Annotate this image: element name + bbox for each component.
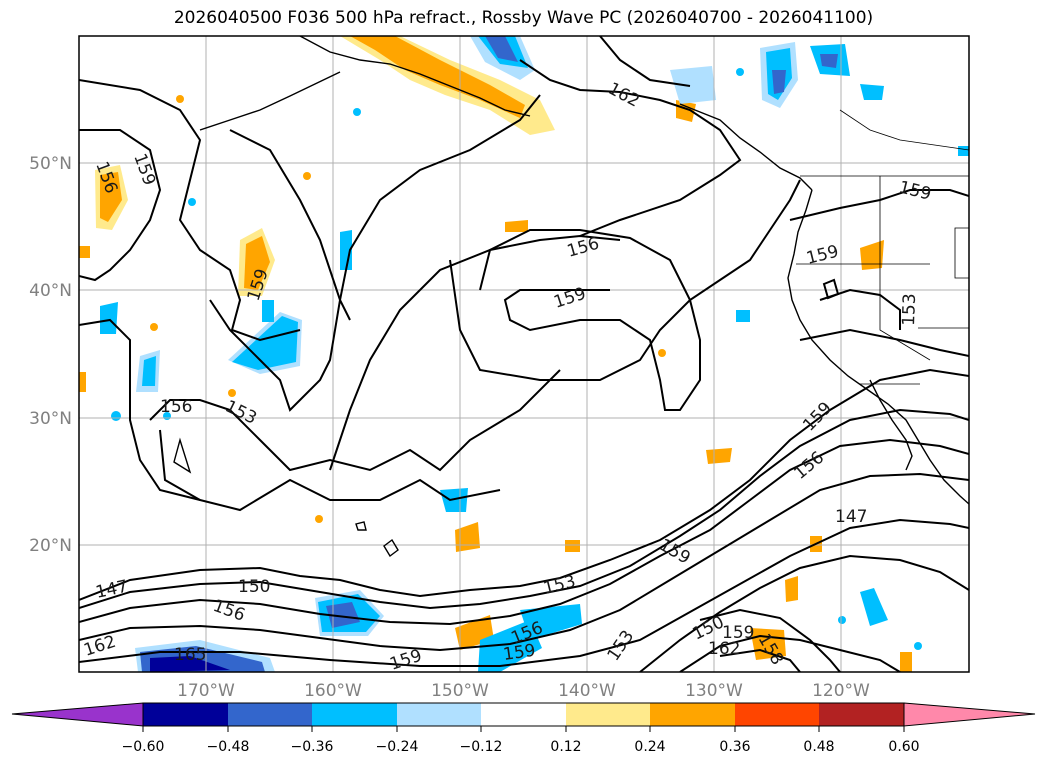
colorbar-tick-label: 0.48 (803, 739, 834, 755)
contours (79, 36, 969, 672)
contour-label: 159 (129, 151, 159, 188)
contour-labels: 159 156 162 159 156 159 159 159 153 156 … (81, 79, 933, 675)
contour-label: 159 (804, 242, 840, 269)
contour-label: 153 (541, 572, 577, 599)
contour-label: 162 (81, 632, 118, 661)
lon-label: 130°W (685, 681, 743, 701)
negative-shading (100, 36, 969, 672)
colorbar-segment (650, 703, 735, 726)
colorbar-segment (312, 703, 397, 726)
contour-label: 150 (238, 577, 270, 597)
lat-label: 50°N (29, 154, 72, 174)
colorbar-extend-high (903, 702, 1036, 727)
lat-label: 20°N (29, 536, 72, 556)
colorbar: −0.60 −0.48 −0.36 −0.24 −0.12 0.12 0.24 … (11, 702, 1036, 755)
lat-label: 30°N (29, 409, 72, 429)
contour-label: 156 (210, 596, 247, 626)
colorbar-tick-label: −0.24 (376, 739, 419, 755)
borders (796, 109, 969, 385)
chart-title: 2026040500 F036 500 hPa refract., Rossby… (173, 8, 874, 28)
contour-label: 159 (551, 284, 588, 313)
contour-label: 153 (222, 397, 260, 429)
colorbar-tick-label: 0.24 (634, 739, 665, 755)
longitude-labels: 170°W 160°W 150°W 140°W 130°W 120°W (177, 681, 870, 701)
colorbar-tick-label: −0.36 (291, 739, 334, 755)
gridlines (79, 36, 969, 672)
colorbar-segment (566, 703, 650, 726)
colorbar-segment (143, 703, 228, 726)
contour-label: 156 (790, 448, 828, 484)
colorbar-ticks: −0.60 −0.48 −0.36 −0.24 −0.12 0.12 0.24 … (122, 739, 920, 755)
contour-label: 159 (387, 646, 424, 675)
colorbar-tick-label: −0.48 (207, 739, 250, 755)
positive-shading (79, 36, 912, 672)
contour-label: 147 (94, 577, 130, 603)
lon-label: 170°W (177, 681, 235, 701)
contour-label: 159 (502, 641, 537, 665)
lon-label: 160°W (304, 681, 362, 701)
contour-label: 147 (835, 507, 867, 527)
contour-label: 156 (160, 397, 192, 417)
contour-label: 153 (899, 293, 920, 326)
contour-label: 162 (708, 639, 740, 659)
map-plot-area: 159 156 162 159 156 159 159 159 153 156 … (79, 36, 969, 675)
latitude-labels: 50°N 40°N 30°N 20°N (29, 154, 72, 556)
contour-label: 153 (604, 627, 639, 665)
lat-label: 40°N (29, 281, 72, 301)
colorbar-segment (819, 703, 904, 726)
contour-label: 159 (897, 177, 933, 204)
plot-frame (78, 35, 970, 673)
colorbar-tick-marks (142, 726, 905, 732)
colorbar-segment (481, 703, 566, 726)
contour-label: 159 (722, 623, 754, 643)
lon-label: 140°W (558, 681, 616, 701)
lon-label: 120°W (812, 681, 870, 701)
colorbar-tick-label: 0.36 (719, 739, 750, 755)
lon-label: 150°W (431, 681, 489, 701)
contour-label: 165 (174, 645, 206, 665)
colorbar-tick-label: −0.60 (122, 739, 165, 755)
colorbar-tick-label: 0.60 (888, 739, 919, 755)
colorbar-segment (735, 703, 819, 726)
colorbar-tick-label: −0.12 (460, 739, 503, 755)
colorbar-tick-label: 0.12 (550, 739, 581, 755)
coastlines (173, 36, 969, 558)
colorbar-extend-low (11, 702, 144, 727)
contour-label: 162 (605, 79, 643, 112)
colorbar-segment (228, 703, 312, 726)
colorbar-segment (397, 703, 481, 726)
colorbar-frame (142, 702, 905, 727)
